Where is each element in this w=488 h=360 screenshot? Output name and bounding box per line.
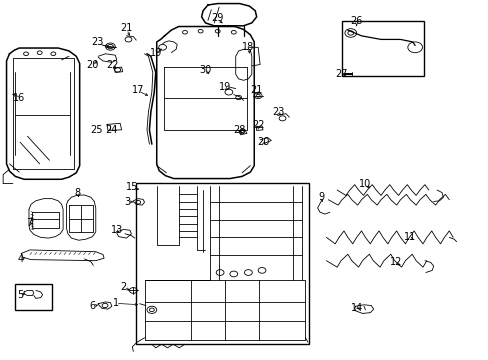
Text: 29: 29	[211, 13, 224, 23]
Text: 18: 18	[242, 42, 254, 52]
Text: 17: 17	[132, 85, 144, 95]
Text: 15: 15	[126, 182, 138, 192]
Text: 19: 19	[219, 82, 231, 92]
Text: 22: 22	[106, 59, 119, 69]
Text: 24: 24	[105, 125, 118, 135]
Text: 10: 10	[359, 179, 371, 189]
Text: 28: 28	[233, 125, 245, 135]
Text: 14: 14	[350, 303, 362, 314]
Bar	[136, 183, 308, 344]
Bar	[341, 22, 423, 76]
Bar	[15, 284, 52, 310]
Text: 12: 12	[388, 257, 401, 267]
Text: 20: 20	[86, 59, 99, 69]
Text: 4: 4	[17, 254, 23, 264]
Text: 1: 1	[112, 298, 119, 308]
Text: 21: 21	[250, 85, 263, 95]
Text: 25: 25	[90, 125, 102, 135]
Text: 27: 27	[334, 69, 346, 79]
Text: 8: 8	[75, 188, 81, 198]
Text: 7: 7	[26, 218, 32, 228]
Text: 23: 23	[272, 107, 284, 117]
Text: 16: 16	[13, 93, 25, 103]
Text: 23: 23	[91, 37, 103, 47]
Text: 19: 19	[149, 48, 162, 58]
Text: 11: 11	[404, 232, 416, 242]
Text: 22: 22	[251, 121, 264, 130]
Text: 30: 30	[199, 64, 211, 75]
Text: 13: 13	[110, 225, 122, 235]
Text: 2: 2	[120, 282, 126, 292]
Text: 9: 9	[318, 192, 324, 202]
Text: 20: 20	[256, 138, 269, 147]
Text: 3: 3	[124, 197, 130, 207]
Text: 26: 26	[350, 17, 362, 27]
Text: 5: 5	[17, 290, 23, 300]
Text: 6: 6	[89, 301, 95, 311]
Text: 21: 21	[120, 23, 132, 33]
